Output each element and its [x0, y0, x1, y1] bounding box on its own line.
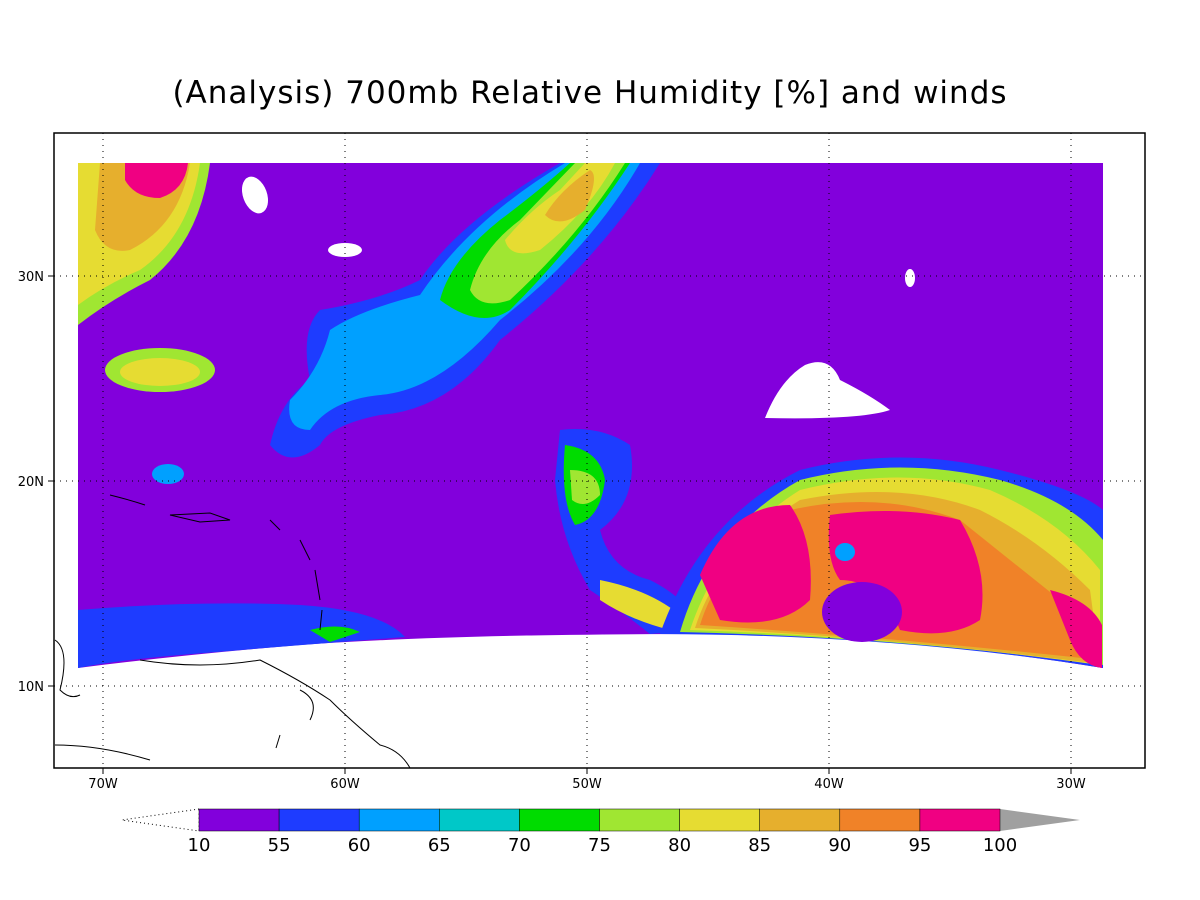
- colorbar-label: 80: [668, 835, 691, 856]
- colorbar-box: [439, 808, 520, 832]
- colorbar-box: [358, 808, 440, 832]
- colorbar-box: [759, 808, 841, 832]
- lon-tick-label: 50W: [572, 777, 602, 792]
- colorbar-below: [121, 808, 200, 832]
- colorbar-box: [519, 808, 600, 832]
- map-frame: [53, 132, 1146, 769]
- colorbar-box: [198, 808, 280, 832]
- colorbar-box: [679, 808, 760, 832]
- title: (Analysis) 700mb Relative Humidity [%] a…: [172, 75, 1007, 111]
- colorbar-label: 90: [828, 835, 851, 856]
- lon-tick-label: 70W: [88, 777, 118, 792]
- colorbar-label: 75: [588, 835, 611, 856]
- axes: 70W 60W 50W 40W 30W 10N 20N 30N: [18, 132, 1146, 792]
- colorbar-label: 65: [428, 835, 451, 856]
- colorbar-box: [919, 808, 1001, 832]
- colorbar-label: 100: [983, 835, 1017, 856]
- colorbar-label: 60: [348, 835, 371, 856]
- colorbar-label: 85: [748, 835, 771, 856]
- colorbar: 10 55 60 65 70 75 80 85 90 95 100: [121, 808, 1080, 856]
- colorbar-label: 10: [188, 835, 211, 856]
- colorbar-label: 55: [268, 835, 291, 856]
- lat-tick-label: 10N: [18, 680, 44, 695]
- lon-tick-label: 30W: [1056, 777, 1086, 792]
- lon-tick-label: 40W: [814, 777, 844, 792]
- lat-tick-label: 20N: [18, 475, 44, 490]
- colorbar-box: [839, 808, 921, 832]
- lat-tick-label: 30N: [18, 270, 44, 285]
- colorbar-label: 70: [508, 835, 531, 856]
- humidity-field: [78, 163, 1103, 668]
- colorbar-above: [1000, 809, 1080, 831]
- colorbar-box: [278, 808, 360, 832]
- lon-tick-label: 60W: [330, 777, 360, 792]
- coastlines: [54, 494, 411, 769]
- colorbar-label: 95: [908, 835, 931, 856]
- colorbar-box: [599, 808, 680, 832]
